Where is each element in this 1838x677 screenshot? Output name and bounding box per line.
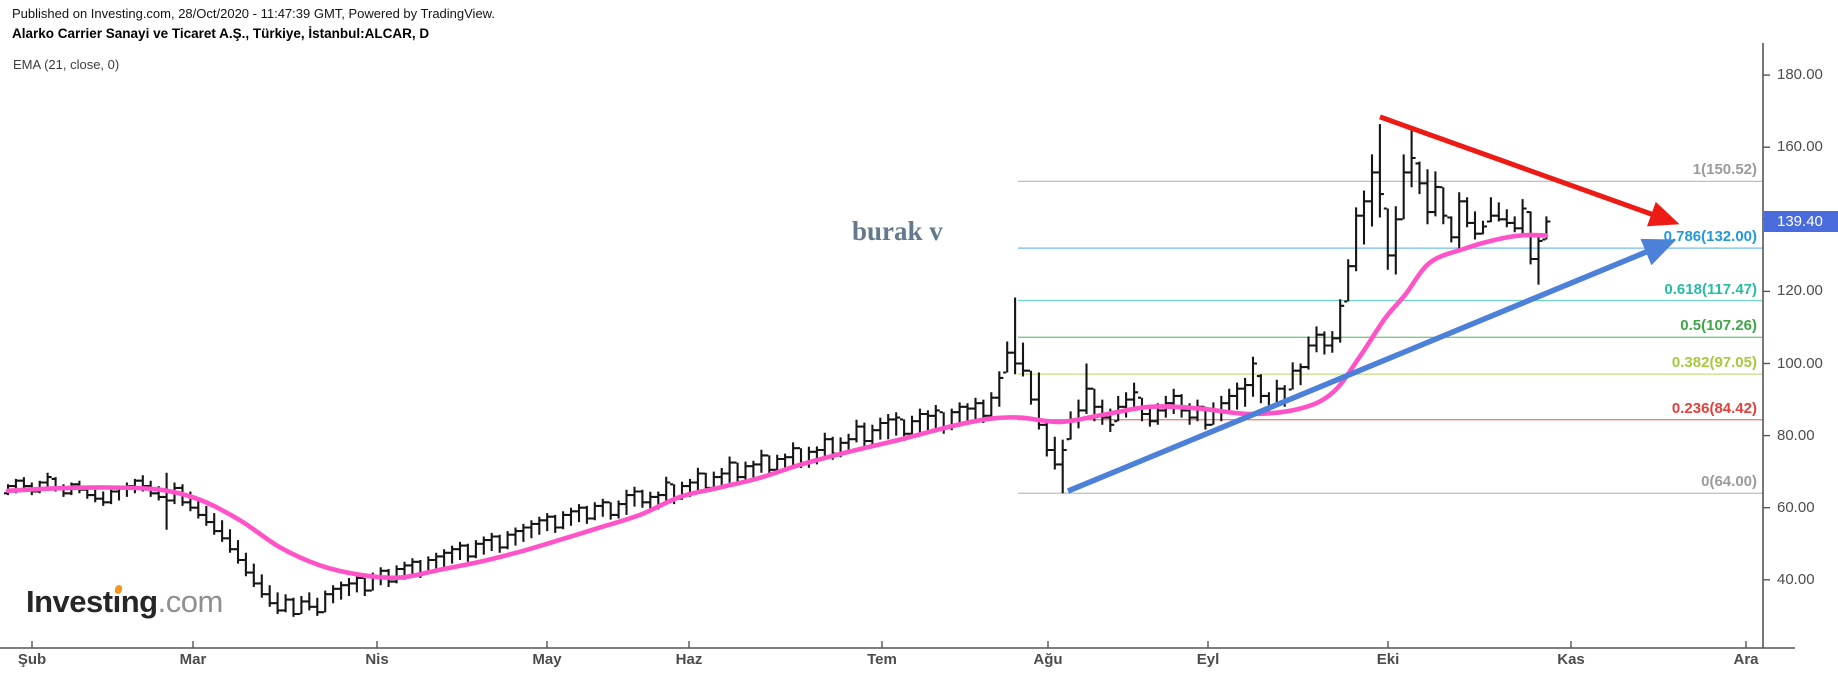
month-label-Ağu[interactable]: Ağu	[1033, 651, 1063, 668]
price-tick-label-160.00[interactable]: 160.00	[1777, 138, 1823, 156]
fib-label-0.618[interactable]: 0.618(117.47)	[1664, 280, 1757, 298]
trendline-downtrend-arrow[interactable]	[1379, 114, 1680, 227]
month-label-Haz[interactable]: Haz	[675, 651, 703, 668]
price-tick-label-180.00[interactable]: 180.00	[1777, 66, 1823, 84]
month-label-Ara[interactable]: Ara	[1733, 651, 1759, 668]
logo-brand-tail: ng	[120, 584, 158, 619]
logo-brand-head: Invest	[26, 584, 113, 619]
price-tick-label-60.00[interactable]: 60.00	[1777, 498, 1815, 516]
fib-label-0.786[interactable]: 0.786(132.00)	[1663, 228, 1757, 246]
price-tick-label-100.00[interactable]: 100.00	[1777, 354, 1823, 372]
last-price-badge: 139.40	[1764, 210, 1838, 232]
fib-label-1[interactable]: 1(150.52)	[1692, 161, 1757, 179]
month-label-Eki[interactable]: Eki	[1376, 651, 1400, 668]
price-tick-label-40.00[interactable]: 40.00	[1777, 570, 1815, 588]
fib-label-0[interactable]: 0(64.00)	[1701, 473, 1757, 491]
month-label-Kas[interactable]: Kas	[1557, 651, 1585, 668]
price-tick-label-80.00[interactable]: 80.00	[1777, 426, 1815, 444]
month-label-Eyl[interactable]: Eyl	[1196, 651, 1220, 668]
ema-indicator-label[interactable]: EMA (21, close, 0)	[13, 57, 120, 72]
fib-label-0.382[interactable]: 0.382(97.05)	[1671, 354, 1757, 372]
month-label-Mar[interactable]: Mar	[179, 651, 207, 668]
price-tick-label-120.00[interactable]: 120.00	[1777, 282, 1823, 300]
month-label-Tem[interactable]: Tem	[867, 651, 897, 668]
fib-label-0.236[interactable]: 0.236(84.42)	[1671, 399, 1757, 417]
ema-line[interactable]	[5, 232, 1549, 581]
investing-logo: Investı ng.com	[26, 584, 223, 620]
ohlc-bars-path	[4, 124, 1551, 617]
logo-i: ı	[113, 584, 123, 619]
chart-title: Alarko Carrier Sanayi ve Ticaret A.Ş., T…	[12, 26, 430, 41]
trendline-uptrend-arrow[interactable]	[1066, 238, 1677, 494]
published-line: Published on Investing.com, 28/Oct/2020 …	[12, 6, 495, 21]
logo-suffix: .com	[157, 584, 224, 619]
month-label-May[interactable]: May	[532, 651, 562, 668]
user-watermark: burak v	[852, 216, 943, 246]
month-label-Şub[interactable]: Şub	[17, 651, 47, 668]
month-label-Nis[interactable]: Nis	[365, 651, 389, 668]
fib-label-0.5[interactable]: 0.5(107.26)	[1680, 317, 1757, 335]
